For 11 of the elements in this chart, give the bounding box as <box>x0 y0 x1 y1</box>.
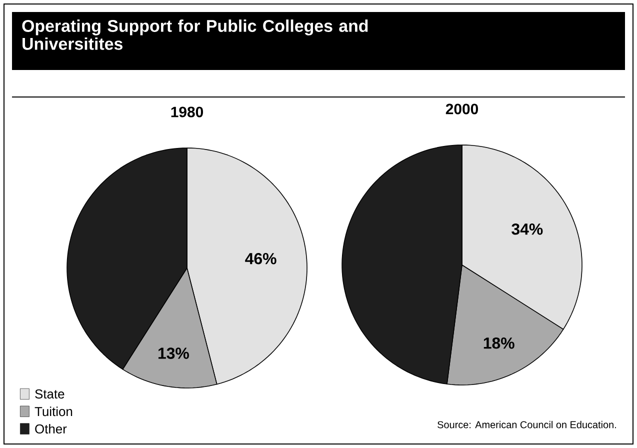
source-note: Source: American Council on Education. <box>438 420 616 428</box>
chart-subtitle: 1980 <box>171 106 203 118</box>
data-label: 34% <box>512 223 543 235</box>
legend-label: Tuition <box>34 406 72 416</box>
legend-label: Other <box>35 424 67 434</box>
data-label: 46% <box>245 252 276 264</box>
data-label: 18% <box>484 337 514 349</box>
legend-label: State <box>35 389 64 399</box>
chart-title: Operating Support for Public Colleges and Universitites <box>22 20 368 50</box>
data-label: 13% <box>158 348 189 359</box>
chart-subtitle: 2000 <box>446 104 478 114</box>
